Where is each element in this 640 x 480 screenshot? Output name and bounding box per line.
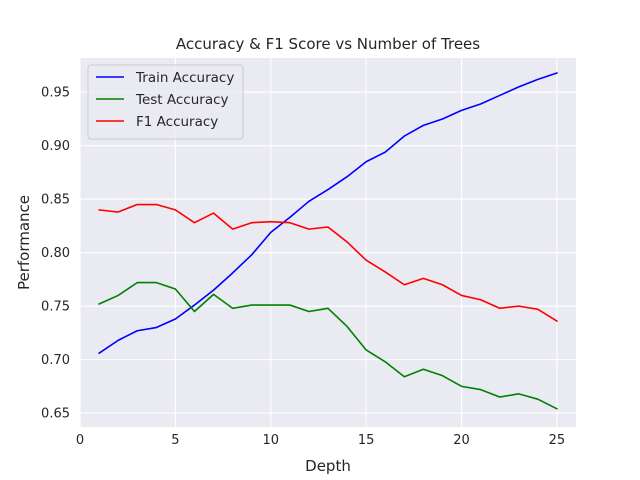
y-tick-label: 0.95 [41,86,70,101]
x-tick-label: 25 [549,433,566,448]
legend-box [87,64,244,140]
legend-label: Train Accuracy [135,70,234,86]
legend-label: F1 Accuracy [136,114,218,130]
y-axis-title: Performance [15,195,33,290]
y-tick-label: 0.90 [41,139,70,154]
tick-labels: 0 5 10 15 20 25 0.65 0.70 0.75 0.80 0.85 0.90 0.95 [41,86,565,448]
series-line-test-accuracy [98,281,558,410]
y-tick-label: 0.75 [41,300,70,315]
legend: Train Accuracy Test Accuracy F1 Accuracy [87,64,244,140]
legend-label: Test Accuracy [135,92,229,108]
series-line-f1-accuracy [98,203,558,322]
series-line-train-accuracy [98,72,558,355]
x-tick-label: 0 [76,433,84,448]
series [98,72,558,410]
x-axis-title: Depth [305,457,351,475]
x-tick-label: 20 [453,433,470,448]
y-tick-label: 0.65 [41,407,70,422]
y-tick-label: 0.80 [41,246,70,261]
chart-title: Accuracy & F1 Score vs Number of Trees [176,35,480,53]
y-tick-label: 0.70 [41,353,70,368]
x-tick-label: 15 [358,433,375,448]
y-tick-label: 0.85 [41,193,70,208]
x-tick-label: 5 [171,433,179,448]
x-tick-label: 10 [262,433,279,448]
